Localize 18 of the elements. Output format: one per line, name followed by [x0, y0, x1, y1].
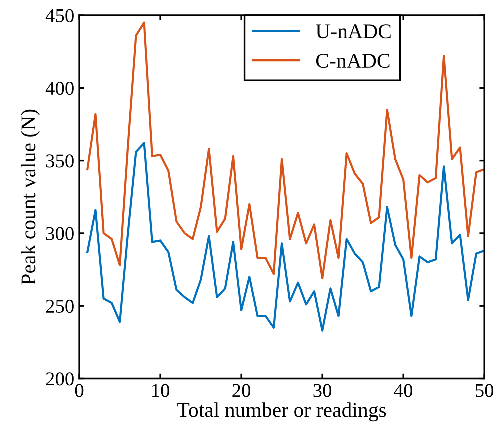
- y-tick-label: 350: [46, 154, 74, 168]
- y-tick-label: 300: [46, 227, 74, 240]
- legend-label: U-nADC: [316, 24, 391, 39]
- x-axis-title: Total number or readings: [178, 402, 386, 422]
- x-tick-label: 30: [314, 384, 332, 398]
- x-tick-label: 40: [394, 384, 413, 398]
- x-tick-label: 50: [476, 384, 494, 398]
- x-tick-label: 10: [152, 384, 170, 398]
- line-series: [86, 22, 485, 280]
- y-tick-label: 250: [46, 300, 74, 314]
- y-tick-label: 400: [46, 82, 74, 96]
- y-tick-label: 450: [46, 9, 74, 22]
- x-tick-label: 20: [232, 384, 251, 398]
- legend-label: C-nADC: [316, 54, 390, 68]
- line-series: [86, 142, 485, 332]
- y-axis-title: Peak count value (N): [21, 110, 40, 285]
- y-tick-label: 200: [46, 372, 74, 386]
- x-tick-label: 0: [75, 384, 84, 398]
